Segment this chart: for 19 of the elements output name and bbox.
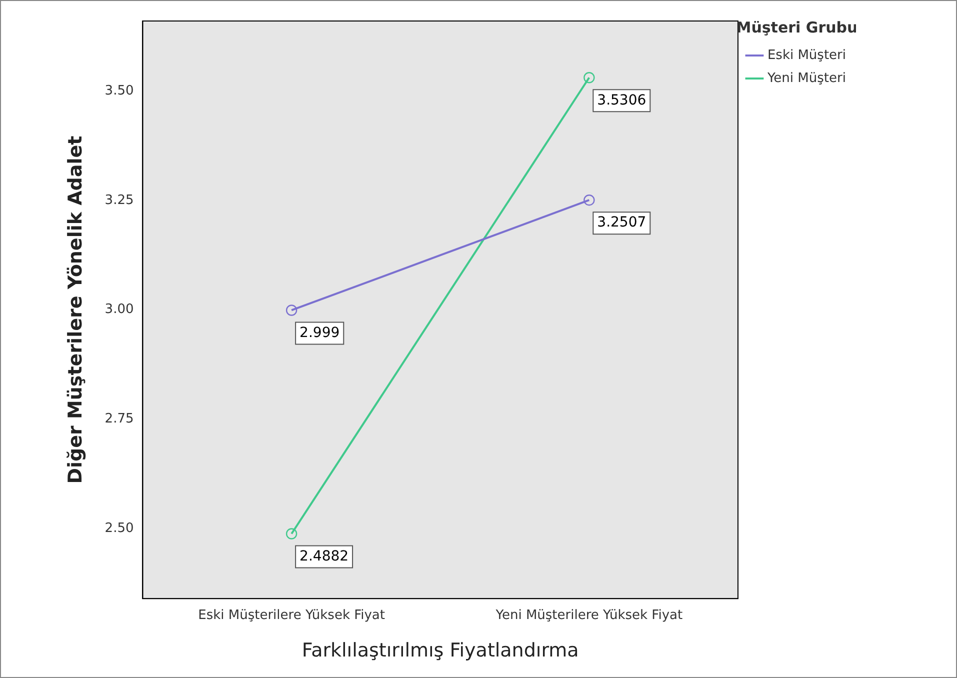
x-tick-label: Yeni Müşterilere Yüksek Fiyat [494, 608, 683, 623]
x-tick-label: Eski Müşterilere Yüksek Fiyat [198, 608, 385, 623]
point [286, 304, 298, 316]
data-label: 2.4882 [300, 548, 349, 564]
y-tick-label: 3.50 [104, 83, 134, 98]
x-axis-title: Farklılaştırılmış Fiyatlandırma [302, 640, 579, 662]
legend-label: Yeni Müşteri [766, 70, 846, 86]
y-tick-label: 3.00 [104, 302, 134, 318]
point [584, 194, 595, 206]
y-axis-title: Diğer Müşterilere Yönelik Adalet [64, 136, 86, 484]
y-tick-label: 3.25 [104, 192, 134, 208]
y-tick-label: 2.50 [104, 520, 134, 536]
point [584, 72, 595, 84]
data-label: 3.2507 [597, 214, 646, 231]
data-label: 2.999 [300, 324, 340, 341]
y-tick-label: 2.75 [104, 412, 134, 427]
point [286, 528, 298, 540]
legend-label: Eski Müşteri [767, 48, 846, 63]
data-label: 3.5306 [597, 92, 646, 108]
